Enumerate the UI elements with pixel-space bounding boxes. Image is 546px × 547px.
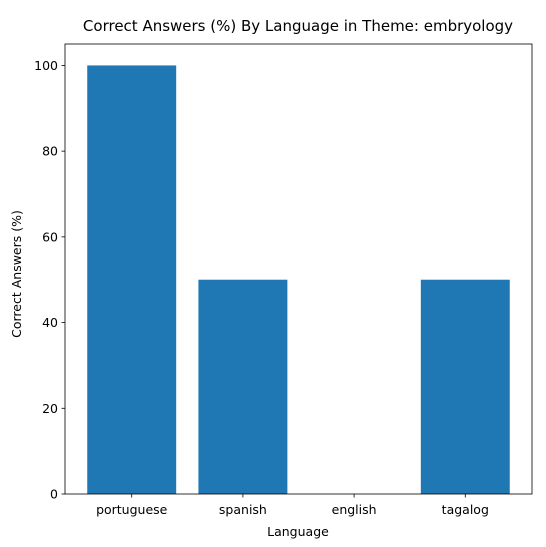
y-tick-label: 60 <box>42 229 58 244</box>
y-tick-label: 100 <box>34 58 58 73</box>
x-tick-label: portuguese <box>96 502 168 517</box>
y-tick-label: 0 <box>50 487 58 502</box>
x-tick-label: tagalog <box>442 502 489 517</box>
bar-spanish <box>198 279 288 494</box>
y-tick-label: 20 <box>42 401 58 416</box>
chart-title: Correct Answers (%) By Language in Theme… <box>83 17 513 35</box>
bar-portuguese <box>87 65 177 495</box>
x-tick-label: english <box>332 502 377 517</box>
x-tick-label: spanish <box>219 502 267 517</box>
plot-frame <box>64 43 533 495</box>
plot-area: 0 20 40 60 80 100 portuguese spanish english taga… <box>34 43 533 517</box>
x-axis-label: Language <box>267 524 329 539</box>
y-tick-label: 80 <box>42 144 58 159</box>
bar-tagalog <box>420 279 510 494</box>
y-axis-label: Correct Answers (%) <box>9 210 24 338</box>
y-tick-label: 40 <box>42 315 58 330</box>
